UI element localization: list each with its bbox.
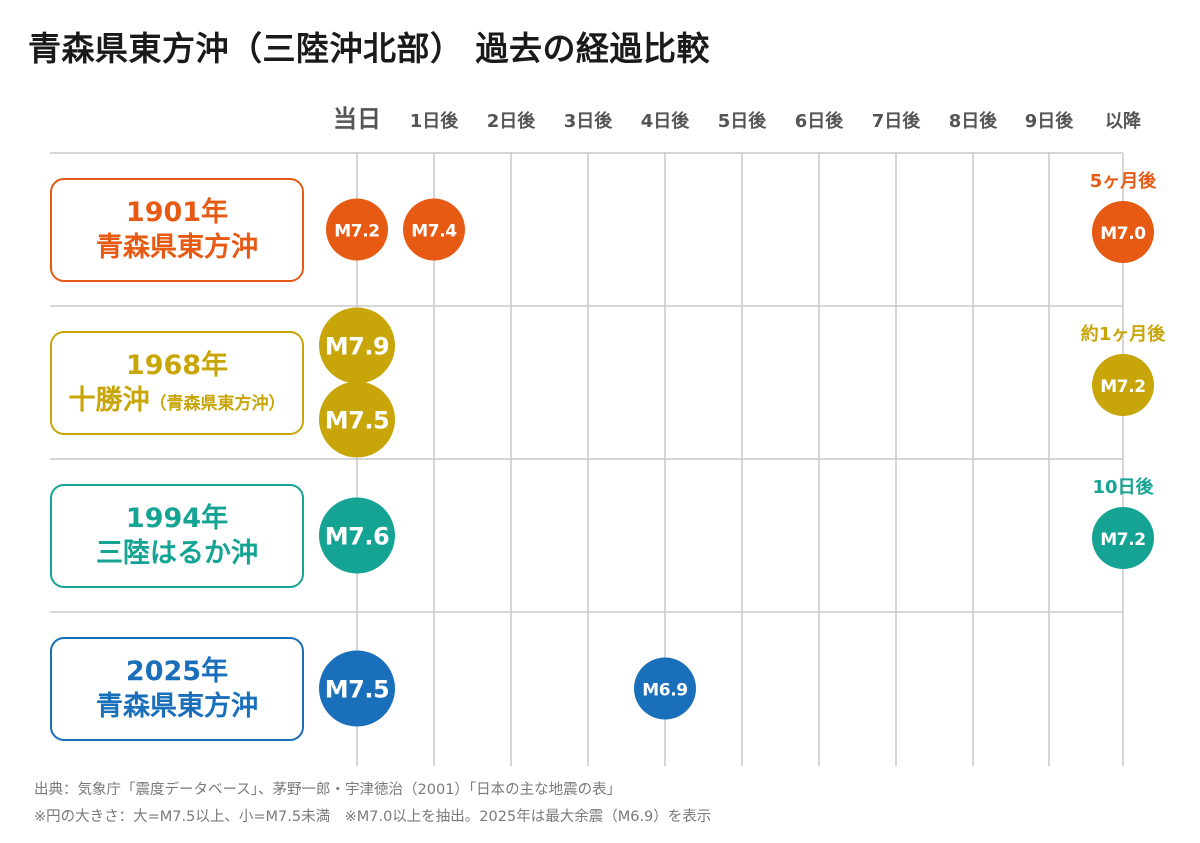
event-circle [1092,354,1154,416]
event-magnitude-label: M7.2 [1100,377,1145,397]
event-circle [326,198,388,261]
row-place-name: 青森県東方沖 [96,691,258,722]
event-circle [1092,201,1154,263]
event-timing-note: 5ヶ月後 [1090,170,1158,192]
chart-title: 青森県東方沖（三陸沖北部） 過去の経過比較 [28,29,710,68]
event-circle [319,497,395,574]
row-year: 1994年 [125,502,229,534]
column-label: 9日後 [1025,110,1075,132]
column-label: 2日後 [487,110,537,132]
column-labels: 当日 1日後 2日後 3日後 4日後 5日後 6日後 7日後 8日後 9日後 以降 [333,105,1142,133]
row-place: 青森県東方沖 [96,230,258,265]
event-circle [634,657,696,720]
column-label: 8日後 [949,110,999,132]
row-label-box: 1901年青森県東方沖 [50,178,304,282]
row-year: 1968年 [125,349,229,381]
legend-note: ※円の大きさ：大=M7.5以上、小=M7.5未満 ※M7.0以上を抽出。2025… [34,809,712,825]
column-label: 7日後 [872,110,922,132]
row-place: 三陸はるか沖 [96,536,258,571]
row-label-box: 1994年三陸はるか沖 [50,484,304,588]
event-timing-note: 10日後 [1092,476,1154,498]
column-label: 以降 [1105,110,1142,132]
event-circle [319,650,395,727]
row-place: 十勝沖（青森県東方沖） [69,383,286,418]
event-timing-note: 約1ヶ月後 [1081,323,1167,345]
event-magnitude-label: M7.5 [325,676,389,704]
event-magnitude-label: M7.4 [411,222,457,242]
row-label-box: 2025年青森県東方沖 [50,637,304,741]
row-year: 1901年 [125,196,229,228]
row-place-sub: （青森県東方沖） [149,394,286,414]
event-magnitude-label: M6.9 [642,681,687,701]
row-label-box: 1968年 十勝沖（青森県東方沖） [50,331,304,435]
event-circle [1092,507,1154,569]
event-magnitude-label: M7.0 [1100,224,1146,244]
event-circle [403,198,465,261]
row-year: 2025年 [125,655,229,687]
column-label: 当日 [333,105,381,133]
column-label: 1日後 [410,110,460,132]
grid [50,152,1124,766]
event-circle [319,307,395,384]
row-place-name: 三陸はるか沖 [96,538,258,569]
event-magnitude-label: M7.2 [1100,530,1145,550]
source-note: 出典：気象庁「震度データベース」、茅野一郎・宇津徳治（2001）「日本の主な地震… [34,782,622,798]
event-magnitude-label: M7.5 [325,407,389,435]
column-label: 4日後 [641,110,691,132]
column-label: 5日後 [718,110,768,132]
column-label: 6日後 [795,110,845,132]
row-place-name: 青森県東方沖 [96,232,258,263]
event-magnitude-label: M7.9 [325,333,389,361]
event-magnitude-label: M7.2 [334,222,379,242]
row-place: 青森県東方沖 [96,689,258,724]
event-magnitude-label: M7.6 [325,523,389,551]
event-circle [319,381,395,458]
row-place-name: 十勝沖 [68,385,150,416]
event-marks: M7.2 M7.4 M7.0 5ヶ月後 M7.9 M7.5 M7.2 約1ヶ月後 M7.6 M7.… [319,170,1166,727]
column-label: 3日後 [564,110,614,132]
